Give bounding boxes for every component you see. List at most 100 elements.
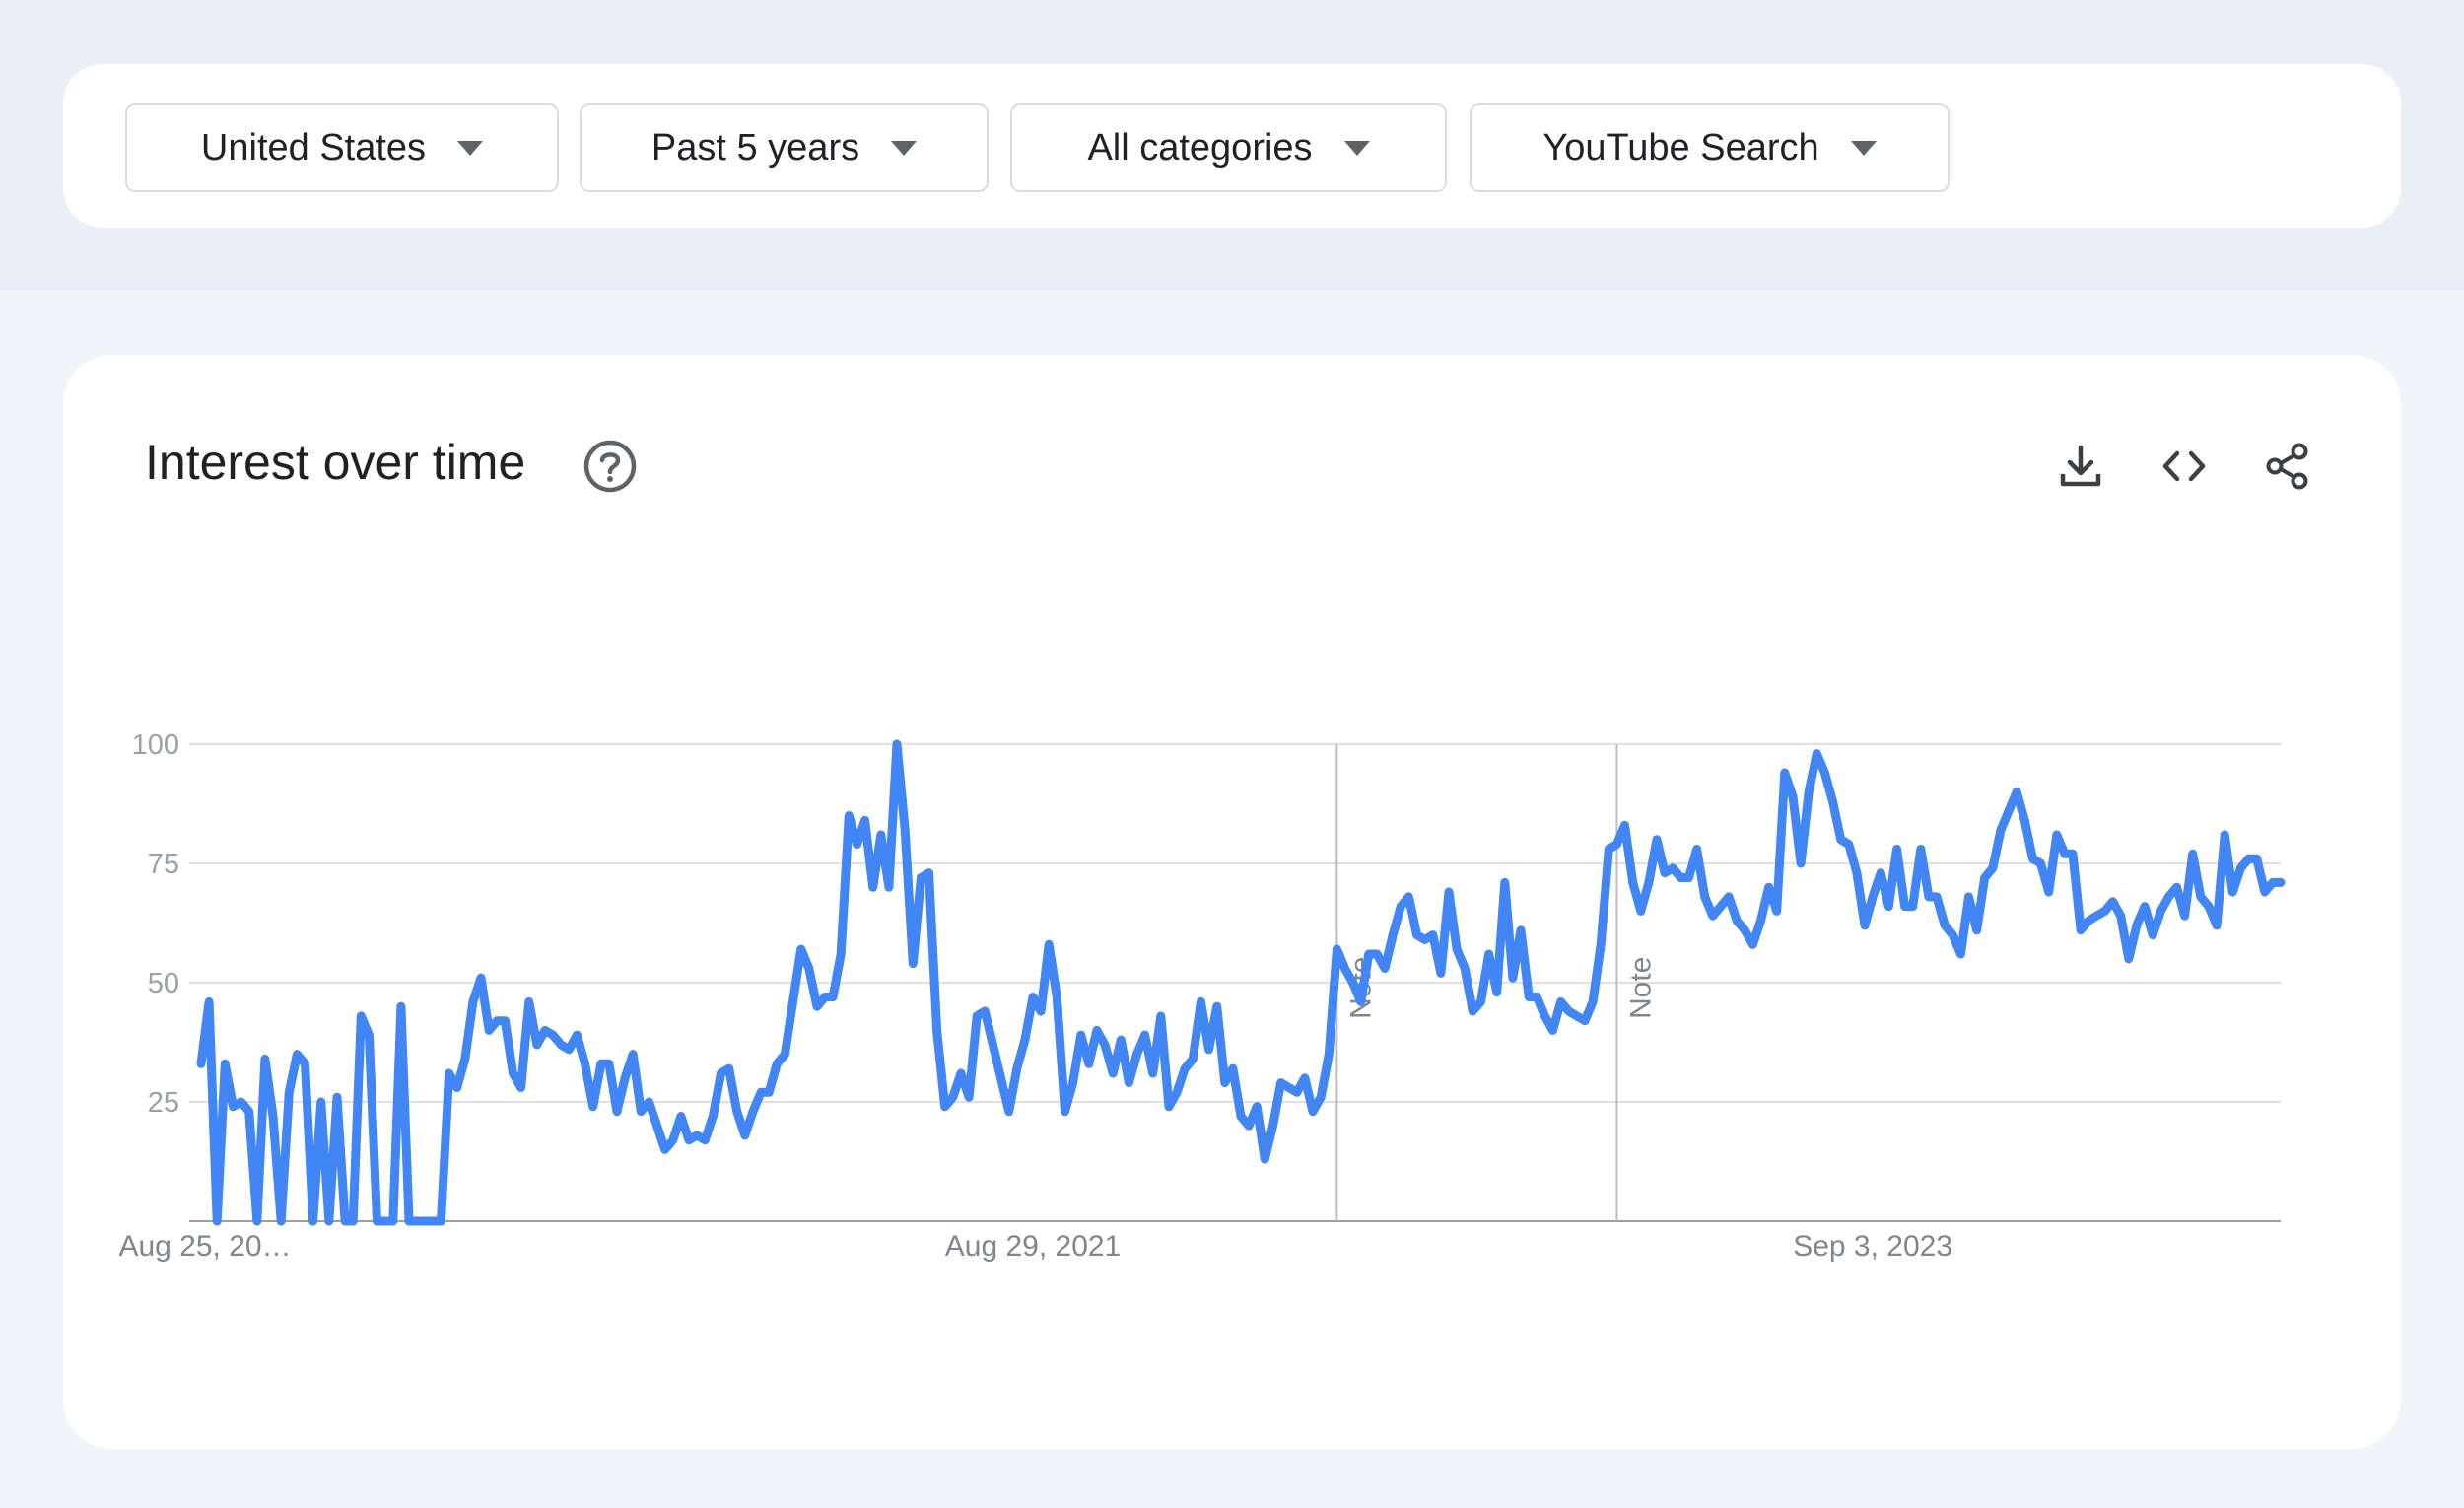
data-point — [1158, 1013, 1164, 1019]
data-point — [630, 1052, 636, 1058]
data-point — [2134, 923, 2140, 928]
data-point — [382, 1218, 388, 1224]
data-point — [2246, 856, 2252, 861]
y-tick-label: 100 — [132, 729, 179, 761]
data-point — [430, 1218, 436, 1224]
data-point — [750, 1109, 756, 1115]
note-marker-label: Note — [1624, 957, 1657, 1019]
data-point — [1006, 1109, 1012, 1115]
data-point — [494, 1018, 500, 1024]
data-point — [2062, 851, 2068, 857]
data-point — [798, 946, 804, 952]
y-tick-label: 25 — [148, 1087, 179, 1119]
data-point — [542, 1027, 548, 1033]
data-point — [318, 1099, 324, 1105]
data-point — [662, 1146, 668, 1152]
data-point — [1438, 970, 1444, 976]
data-point — [1014, 1065, 1020, 1071]
data-point — [1670, 865, 1676, 871]
data-point — [486, 1027, 492, 1033]
chevron-down-icon — [891, 140, 918, 156]
data-point — [1550, 1027, 1556, 1033]
share-icon[interactable] — [2263, 442, 2312, 491]
data-point — [855, 842, 860, 848]
data-point — [1966, 894, 1972, 900]
data-point — [2102, 908, 2108, 914]
data-point — [1142, 1032, 1148, 1038]
data-point — [1974, 927, 1980, 933]
data-point — [1606, 847, 1611, 853]
data-point — [2046, 889, 2052, 895]
data-point — [1846, 842, 1852, 848]
data-point — [590, 1104, 596, 1110]
data-point — [1070, 1080, 1076, 1086]
data-point — [614, 1109, 620, 1115]
download-icon[interactable] — [2056, 442, 2105, 491]
data-point — [926, 870, 932, 876]
data-point — [566, 1047, 572, 1053]
data-point — [1198, 998, 1203, 1004]
data-point — [1677, 875, 1683, 881]
data-point — [1350, 980, 1356, 986]
data-point — [1214, 1003, 1220, 1009]
data-point — [1166, 1104, 1172, 1110]
data-point — [838, 951, 844, 957]
data-point — [1694, 847, 1700, 853]
data-point — [1086, 1061, 1092, 1066]
data-point — [638, 1109, 644, 1115]
data-point — [2278, 879, 2284, 885]
data-point — [1326, 1052, 1332, 1058]
data-point — [502, 1018, 508, 1024]
data-point — [1749, 941, 1755, 947]
data-point — [294, 1052, 300, 1058]
data-point — [1742, 927, 1747, 933]
search-type-dropdown[interactable]: YouTube Search — [1470, 103, 1950, 192]
data-point — [375, 1218, 380, 1224]
y-tick-label: 50 — [148, 968, 179, 999]
data-point — [726, 1065, 732, 1071]
data-point — [2054, 832, 2060, 838]
data-point — [2174, 884, 2180, 890]
data-point — [342, 1218, 348, 1224]
time-range-dropdown[interactable]: Past 5 years — [580, 103, 989, 192]
data-point — [1613, 842, 1619, 848]
category-dropdown[interactable]: All categories — [1010, 103, 1447, 192]
data-point — [1998, 827, 2004, 833]
region-dropdown[interactable]: United States — [125, 103, 559, 192]
data-point — [222, 1061, 228, 1066]
data-point — [2157, 908, 2163, 914]
data-point — [902, 827, 908, 833]
data-point — [2206, 904, 2212, 910]
embed-code-icon[interactable] — [2159, 442, 2209, 491]
data-point — [1510, 975, 1516, 981]
data-point — [1358, 998, 1364, 1004]
data-point — [2118, 913, 2124, 919]
data-point — [1334, 946, 1339, 952]
data-point — [1382, 966, 1388, 972]
data-point — [886, 884, 892, 890]
data-point — [647, 1099, 652, 1105]
data-point — [1726, 894, 1732, 900]
help-icon[interactable] — [582, 438, 639, 495]
data-point — [2093, 913, 2099, 919]
category-dropdown-label: All categories — [1087, 126, 1313, 169]
data-point — [1894, 847, 1900, 853]
data-point — [2038, 860, 2044, 866]
data-point — [1541, 1013, 1547, 1019]
data-point — [910, 961, 916, 967]
data-point — [1662, 870, 1668, 876]
data-point — [446, 1070, 452, 1076]
data-point — [214, 1218, 220, 1224]
data-point — [1046, 941, 1052, 947]
data-point — [1885, 904, 1891, 910]
data-point — [1222, 1080, 1228, 1086]
data-point — [1278, 1080, 1284, 1086]
data-point — [2222, 832, 2227, 838]
data-point — [1366, 951, 1372, 957]
chevron-down-icon — [1343, 140, 1370, 156]
data-point — [1566, 1008, 1572, 1014]
data-point — [1414, 932, 1420, 938]
data-point — [1078, 1032, 1084, 1038]
data-point — [1910, 904, 1916, 910]
data-point — [206, 998, 212, 1004]
